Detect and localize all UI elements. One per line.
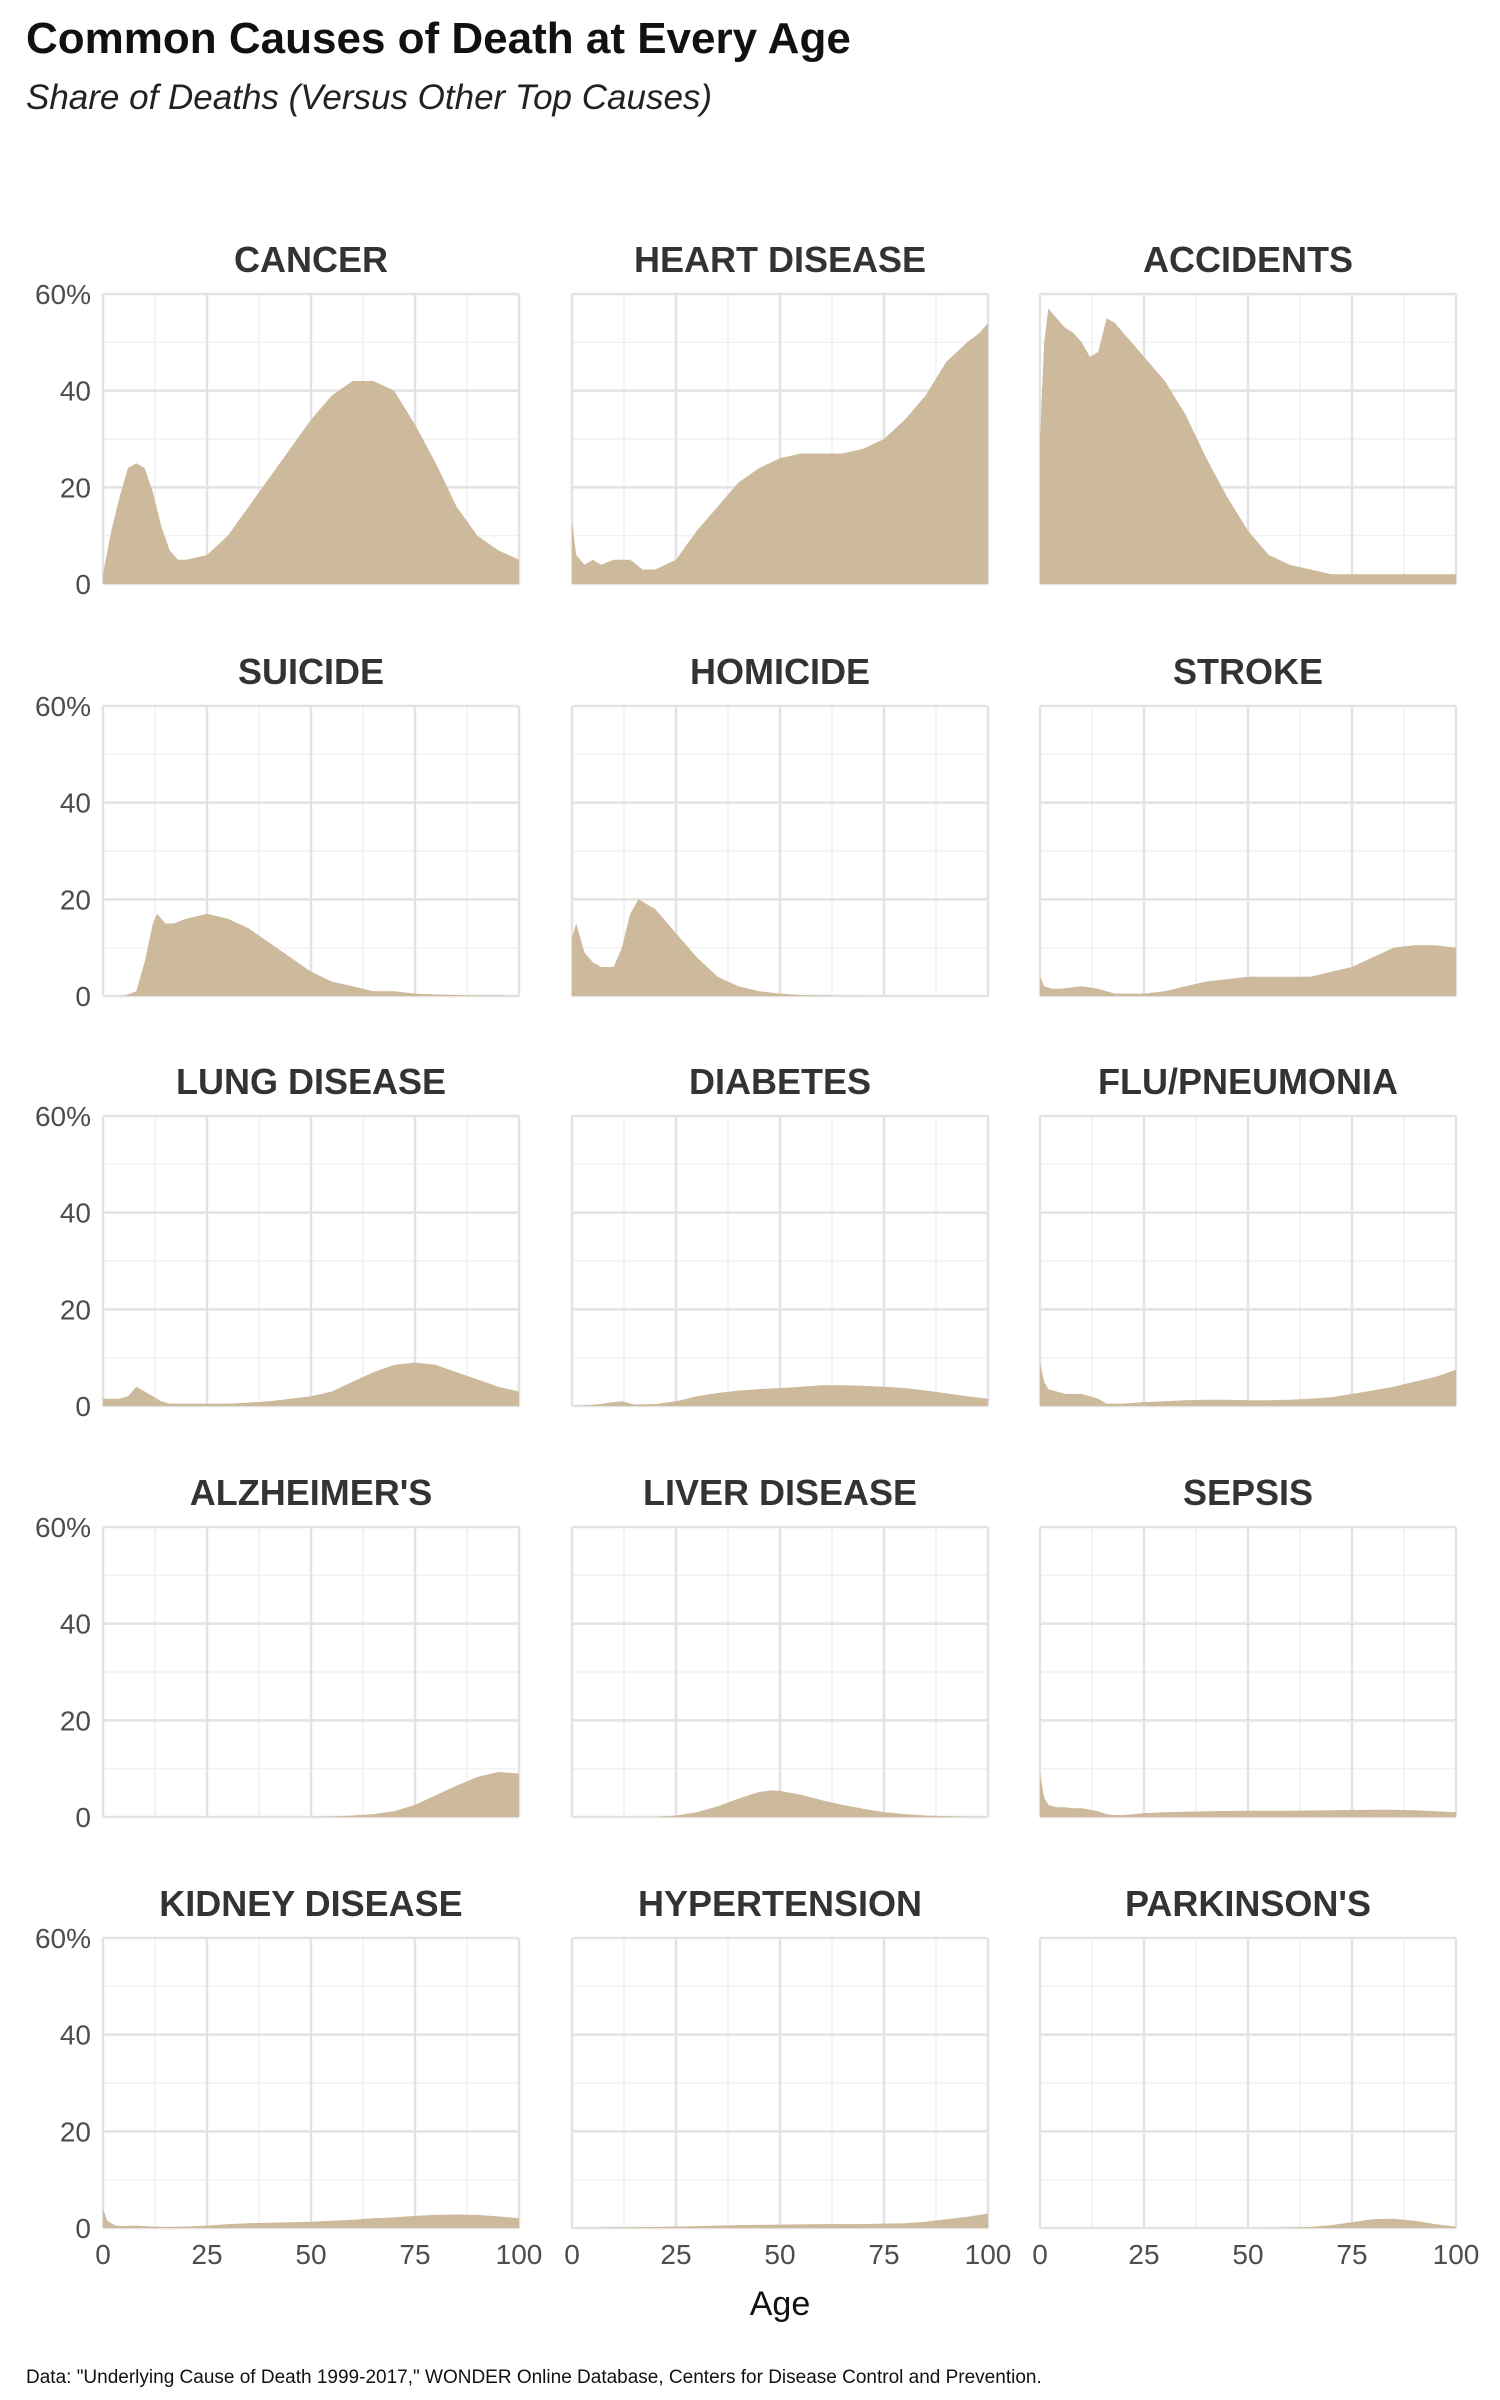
area-liver-disease <box>572 1790 988 1817</box>
y-tick-label: 0 <box>75 981 91 1012</box>
y-tick-label: 20 <box>60 884 91 915</box>
panel-title: SEPSIS <box>1183 1472 1313 1513</box>
area-stroke <box>1040 945 1456 996</box>
y-tick-label: 60% <box>35 279 91 310</box>
x-tick-label: 75 <box>1336 2239 1367 2270</box>
panel-kidney-disease: KIDNEY DISEASE 0 20 40 60% 0 25 50 75 100 <box>35 1883 542 2270</box>
area-cancer <box>103 381 519 584</box>
x-axis-title: Age <box>750 2285 811 2323</box>
y-tick-label: 20 <box>60 472 91 503</box>
x-tick-label: 0 <box>95 2239 111 2270</box>
panel-title: LUNG DISEASE <box>176 1061 446 1102</box>
y-tick-label: 0 <box>75 1391 91 1422</box>
panel-flu-pneumonia: FLU/PNEUMONIA <box>1038 1061 1458 1408</box>
y-tick-label: 60% <box>35 1101 91 1132</box>
panel-title: FLU/PNEUMONIA <box>1098 1061 1398 1102</box>
area-lung-disease <box>103 1362 519 1406</box>
y-tick-label: 60% <box>35 1512 91 1543</box>
y-tick-label: 20 <box>60 1294 91 1325</box>
area-alzheimer-s <box>103 1772 519 1817</box>
area-homicide <box>572 899 988 996</box>
panel-liver-disease: LIVER DISEASE <box>570 1472 990 1819</box>
y-tick-label: 60% <box>35 1923 91 1954</box>
panel-sepsis: SEPSIS <box>1038 1472 1458 1819</box>
y-tick-label: 40 <box>60 788 91 819</box>
y-tick-label: 0 <box>75 2213 91 2244</box>
x-tick-label: 50 <box>764 2239 795 2270</box>
page-title: Common Causes of Death at Every Age <box>26 14 851 63</box>
y-tick-label: 20 <box>60 2116 91 2147</box>
y-tick-label: 40 <box>60 2020 91 2051</box>
panel-title: KIDNEY DISEASE <box>159 1883 462 1924</box>
area-hypertension <box>572 2213 988 2228</box>
y-tick-label: 60% <box>35 691 91 722</box>
page-subtitle: Share of Deaths (Versus Other Top Causes… <box>26 78 713 117</box>
area-heart-disease <box>572 323 988 584</box>
x-tick-label: 100 <box>1433 2239 1480 2270</box>
data-source-caption: Data: "Underlying Cause of Death 1999-20… <box>26 2367 1042 2388</box>
panel-stroke: STROKE <box>1038 651 1458 998</box>
panel-heart-disease: HEART DISEASE <box>570 239 990 586</box>
y-tick-label: 20 <box>60 1705 91 1736</box>
panel-title: STROKE <box>1173 651 1323 692</box>
area-flu-pneumonia <box>1040 1362 1456 1406</box>
panel-title: SUICIDE <box>238 651 384 692</box>
x-tick-label: 50 <box>295 2239 326 2270</box>
y-tick-label: 40 <box>60 1609 91 1640</box>
panel-title: PARKINSON'S <box>1125 1883 1371 1924</box>
panel-title: HEART DISEASE <box>634 239 926 280</box>
panel-title: LIVER DISEASE <box>643 1472 917 1513</box>
y-tick-label: 40 <box>60 1198 91 1229</box>
x-tick-label: 50 <box>1232 2239 1263 2270</box>
panel-title: DIABETES <box>689 1061 871 1102</box>
panel-cancer: CANCER 0 20 40 60% <box>35 239 521 600</box>
area-accidents <box>1040 308 1456 584</box>
area-parkinson-s <box>1040 2218 1456 2228</box>
x-tick-label: 25 <box>660 2239 691 2270</box>
panel-accidents: ACCIDENTS <box>1038 239 1458 586</box>
x-tick-label: 25 <box>191 2239 222 2270</box>
panel-title: HOMICIDE <box>690 651 870 692</box>
panel-homicide: HOMICIDE <box>570 651 990 998</box>
panel-diabetes: DIABETES <box>570 1061 990 1408</box>
y-tick-label: 0 <box>75 569 91 600</box>
panel-lung-disease: LUNG DISEASE 0 20 40 60% <box>35 1061 521 1422</box>
panel-title: CANCER <box>234 239 388 280</box>
x-tick-label: 75 <box>868 2239 899 2270</box>
y-tick-label: 40 <box>60 376 91 407</box>
panel-alzheimer-s: ALZHEIMER'S 0 20 40 60% <box>35 1472 521 1833</box>
area-kidney-disease <box>103 2208 519 2228</box>
x-tick-label: 25 <box>1128 2239 1159 2270</box>
x-tick-label: 75 <box>399 2239 430 2270</box>
y-tick-label: 0 <box>75 1802 91 1833</box>
x-tick-label: 0 <box>1032 2239 1048 2270</box>
area-sepsis <box>1040 1773 1456 1817</box>
panel-parkinson-s: PARKINSON'S 0 25 50 75 100 <box>1032 1883 1479 2270</box>
panel-title: ALZHEIMER'S <box>190 1472 433 1513</box>
x-tick-label: 100 <box>496 2239 543 2270</box>
panel-suicide: SUICIDE 0 20 40 60% <box>35 651 521 1012</box>
panel-title: ACCIDENTS <box>1143 239 1353 280</box>
area-suicide <box>103 913 519 996</box>
panel-hypertension: HYPERTENSION 0 25 50 75 100 <box>564 1883 1011 2270</box>
x-tick-label: 100 <box>965 2239 1012 2270</box>
x-tick-label: 0 <box>564 2239 580 2270</box>
panel-title: HYPERTENSION <box>638 1883 922 1924</box>
area-diabetes <box>572 1385 988 1406</box>
